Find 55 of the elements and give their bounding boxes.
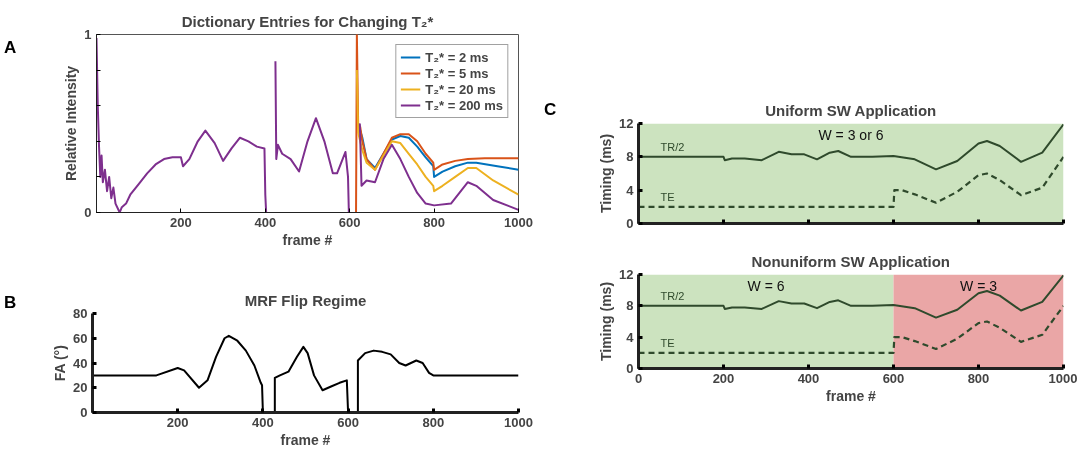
y-tick-label: 12 — [619, 116, 634, 131]
chart-title: Uniform SW Application — [765, 101, 937, 119]
text: A — [4, 37, 17, 59]
line-series — [355, 34, 519, 213]
y-tick-label: 12 — [619, 267, 634, 282]
y-tick-label: 20 — [73, 380, 88, 396]
y-axis-title: Relative Intensity — [63, 65, 80, 182]
line-series — [355, 69, 519, 196]
x-tick-label: 400 — [252, 414, 274, 430]
x-tick-label: 1000 — [504, 214, 533, 230]
legend-label: T₂* = 2 ms — [425, 49, 489, 65]
band-label: W = 6 — [747, 277, 785, 294]
x-tick-label: 1000 — [504, 414, 533, 430]
series-label: TE — [660, 336, 675, 349]
x-tick-label: 400 — [254, 214, 277, 230]
y-tick-label: 8 — [626, 298, 634, 314]
line-series — [638, 155, 1064, 208]
x-axis-title: frame # — [282, 231, 333, 248]
text: C — [544, 99, 557, 121]
y-axis-title: FA (°) — [52, 345, 69, 382]
x-tick-label: 1000 — [1048, 370, 1077, 386]
y-tick-label: 4 — [626, 182, 635, 198]
y-tick-label: 60 — [73, 330, 88, 346]
x-tick-label: 200 — [166, 414, 189, 430]
y-tick-label: 40 — [73, 355, 88, 371]
y-tick-label: 1 — [84, 27, 92, 42]
x-tick-label: 200 — [170, 214, 192, 230]
legend-label: T₂* = 20 ms — [425, 81, 496, 97]
x-tick-label: 200 — [712, 370, 735, 386]
band-label: W = 3 or 6 — [818, 126, 884, 143]
series-label: TR/2 — [660, 140, 685, 153]
text: B — [4, 292, 17, 314]
line-series — [638, 304, 1064, 354]
x-axis-title: frame # — [280, 431, 331, 448]
x-tick-label: 800 — [967, 370, 990, 386]
legend-label: T₂* = 5 ms — [425, 65, 489, 81]
series-label: TR/2 — [660, 289, 685, 302]
y-tick-label: 4 — [626, 329, 635, 345]
y-tick-label: 8 — [626, 149, 634, 165]
chart-title: Nonuniform SW Application — [751, 252, 951, 270]
x-tick-label: 800 — [422, 414, 445, 430]
x-tick-label: 600 — [882, 370, 905, 386]
chart-title: MRF Flip Regime — [244, 291, 367, 309]
x-tick-label: 600 — [337, 414, 359, 430]
x-tick-label: 600 — [338, 214, 361, 230]
x-axis-title: frame # — [826, 387, 877, 404]
legend-label: T₂* = 200 ms — [425, 97, 503, 113]
x-tick-label: 800 — [423, 214, 445, 230]
y-axis-title: Timing (ms) — [598, 281, 615, 362]
chart-title: Dictionary Entries for Changing T₂* — [181, 12, 434, 30]
x-tick-label: 400 — [797, 370, 820, 386]
y-tick-label: 80 — [73, 306, 88, 321]
y-axis-title: Timing (ms) — [598, 133, 615, 214]
series-label: TE — [660, 190, 675, 203]
band-label: W = 3 — [960, 277, 998, 294]
